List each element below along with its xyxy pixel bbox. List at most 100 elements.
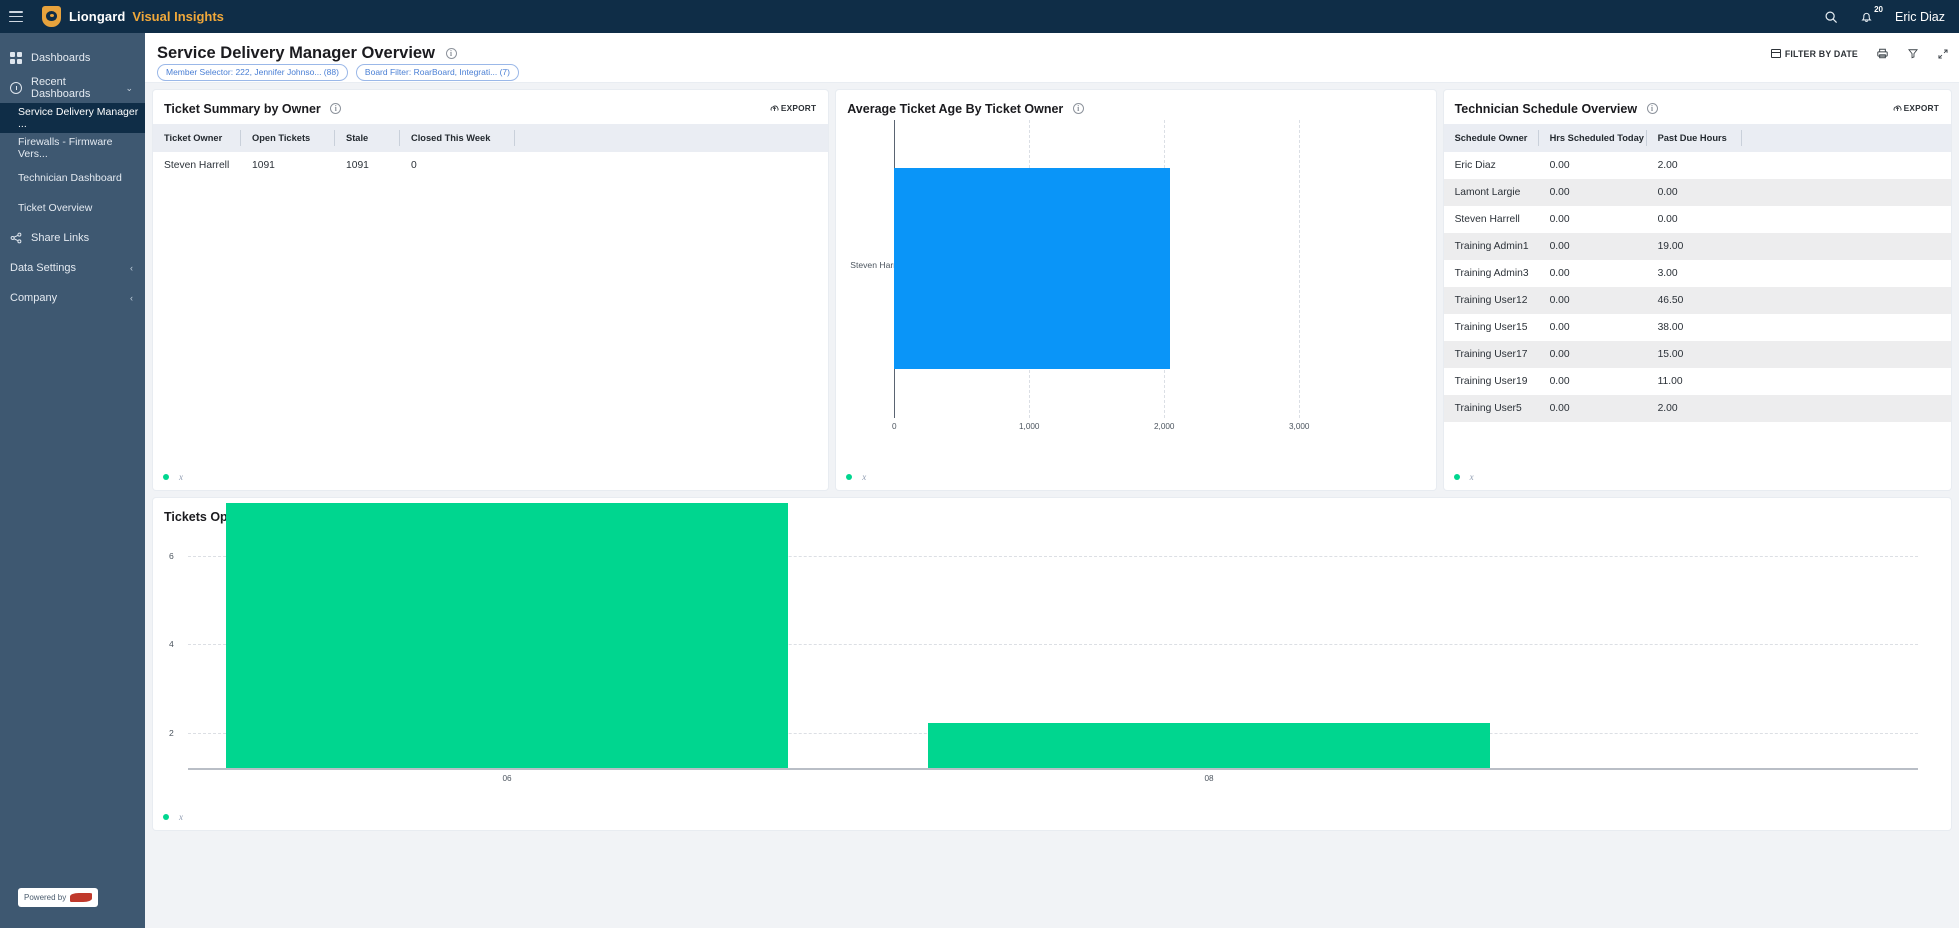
table-row[interactable]: Training Admin1 0.00 19.00 <box>1443 233 1951 260</box>
header-toolbar: FILTER BY DATE <box>1770 47 1949 60</box>
table-row[interactable]: Training User15 0.00 38.00 <box>1444 314 1951 341</box>
dashboard-row-top: Ticket Summary by Owner i EXPORT <box>153 90 1951 490</box>
sidebar-item-dashboards[interactable]: Dashboards <box>0 43 145 73</box>
table-row[interactable]: Training Admin3 0.00 3.00 <box>1444 260 1951 287</box>
table-row[interactable]: Training User12 0.00 46.50 <box>1443 287 1951 314</box>
chart-tickets-by-hour: 6 4 2 06 08 <box>153 503 1951 798</box>
info-icon[interactable]: i <box>1646 103 1658 114</box>
cell-hrs-scheduled: 0.00 <box>1549 214 1570 225</box>
cell-past-due: 38.00 <box>1657 322 1684 333</box>
export-button[interactable]: EXPORT <box>770 103 816 113</box>
column-header-closed-this-week[interactable]: Closed This Week <box>400 124 515 152</box>
chart-x-tick-label: 06 <box>502 774 512 783</box>
table-row[interactable]: Training User17 0.00 15.00 <box>1443 341 1951 368</box>
sidebar-item-label: Company <box>10 292 58 304</box>
cell-past-due: 0.00 <box>1657 187 1678 198</box>
top-bar: Liongard Visual Insights 20 Eric Diaz <box>0 0 1959 33</box>
chart-x-tick-label: 3,000 <box>1288 422 1310 431</box>
cell-hrs-scheduled: 0.00 <box>1549 241 1570 252</box>
panel-title-text: Ticket Summary by Owner <box>164 102 321 116</box>
chart-y-tick-label: 6 <box>169 551 174 561</box>
sidebar-item-label: Service Delivery Manager ... <box>18 106 139 130</box>
column-header-past-due-hours[interactable]: Past Due Hours <box>1647 124 1742 152</box>
panel-title: Technician Schedule Overview i <box>1455 102 1658 116</box>
cell-past-due: 15.00 <box>1657 349 1684 360</box>
info-icon[interactable]: i <box>445 48 457 59</box>
export-button[interactable]: EXPORT <box>1893 103 1939 113</box>
legend-symbol[interactable]: x <box>179 812 183 822</box>
cell-past-due: 19.00 <box>1657 241 1684 252</box>
column-header-stale[interactable]: Stale <box>335 124 400 152</box>
table-row[interactable]: Steven Harrell 0.00 0.00 <box>1444 206 1951 233</box>
table-row[interactable]: Training User5 0.00 2.00 <box>1443 395 1951 422</box>
column-header-open-tickets[interactable]: Open Tickets <box>241 124 335 152</box>
filter-chip-list: Member Selector: 222, Jennifer Johnso...… <box>157 64 519 81</box>
sidebar-item-ticket-overview[interactable]: Ticket Overview <box>0 193 145 223</box>
cell-hrs-scheduled: 0.00 <box>1549 160 1570 171</box>
search-icon[interactable] <box>1824 10 1838 24</box>
chart-bar-steven-harrell[interactable] <box>894 168 1171 369</box>
sidebar-item-firewalls-firmware[interactable]: Firewalls - Firmware Vers... <box>0 133 145 163</box>
info-icon[interactable]: i <box>1072 103 1084 114</box>
cell-schedule-owner: Training User12 <box>1454 295 1528 306</box>
filter-chip-board-filter[interactable]: Board Filter: RoarBoard, Integrati... (7… <box>355 64 519 81</box>
cell-schedule-owner: Lamont Largie <box>1454 187 1521 198</box>
hamburger-icon[interactable] <box>9 11 23 22</box>
chart-bar-hour-06[interactable] <box>226 503 788 768</box>
info-icon[interactable]: i <box>330 103 342 114</box>
column-header-hrs-scheduled-today[interactable]: Hrs Scheduled Today <box>1539 124 1647 152</box>
sidebar-item-technician-dashboard[interactable]: Technician Dashboard <box>0 163 145 193</box>
table-header-row: Ticket Owner Open Tickets Stale Closed T… <box>153 124 829 152</box>
panel-title-text: Average Ticket Age By Ticket Owner <box>847 102 1064 116</box>
funnel-icon[interactable] <box>1907 47 1919 60</box>
table-row[interactable]: Eric Diaz 0.00 2.00 <box>1444 152 1951 179</box>
table-row[interactable]: Steven Harrell 1091 1091 0 <box>153 152 828 179</box>
sidebar-item-recent-dashboards[interactable]: Recent Dashboards ⌄ <box>0 73 145 103</box>
panel-title: Average Ticket Age By Ticket Owner i <box>847 102 1084 116</box>
bell-icon[interactable]: 20 <box>1860 5 1883 24</box>
sidebar-item-company[interactable]: Company ‹ <box>0 283 145 313</box>
liongard-logo-icon <box>42 6 61 27</box>
legend-symbol[interactable]: x <box>862 472 867 482</box>
panel-title: Ticket Summary by Owner i <box>164 102 342 116</box>
export-label: EXPORT <box>780 103 817 113</box>
print-icon[interactable] <box>1876 47 1889 60</box>
expand-icon[interactable] <box>1937 48 1949 60</box>
panel-footer: x <box>846 472 866 482</box>
dashboard-board: Ticket Summary by Owner i EXPORT <box>145 83 1959 837</box>
status-dot-icon <box>1453 474 1460 480</box>
panel-ticket-summary-by-owner: Ticket Summary by Owner i EXPORT <box>153 90 829 490</box>
sidebar-item-service-delivery-manager[interactable]: Service Delivery Manager ... <box>0 103 145 133</box>
chart-plot-area <box>188 503 1918 770</box>
cell-hrs-scheduled: 0.00 <box>1549 268 1570 279</box>
sidebar-item-data-settings[interactable]: Data Settings ‹ <box>0 253 145 283</box>
filter-by-date-button[interactable]: FILTER BY DATE <box>1770 49 1858 59</box>
chevron-down-icon: ⌄ <box>125 82 133 93</box>
legend-symbol[interactable]: x <box>1469 472 1474 482</box>
calendar-icon <box>1770 49 1781 58</box>
export-label: EXPORT <box>1903 103 1939 113</box>
legend-symbol[interactable]: x <box>179 472 183 482</box>
ticket-summary-table: Ticket Owner Open Tickets Stale Closed T… <box>153 124 829 179</box>
chart-average-ticket-age: Steven Harrell 0 1,000 2,000 3,000 <box>836 120 1436 460</box>
gridline-4 <box>188 644 1918 645</box>
table-row[interactable]: Training User19 0.00 11.00 <box>1444 368 1951 395</box>
cell-hrs-scheduled: 0.00 <box>1549 376 1570 387</box>
table-row[interactable]: Lamont Largie 0.00 0.00 <box>1443 179 1951 206</box>
user-menu[interactable]: Eric Diaz <box>1894 9 1945 24</box>
page-header: Service Delivery Manager Overview i Memb… <box>145 33 1959 83</box>
filter-chip-member-selector[interactable]: Member Selector: 222, Jennifer Johnso...… <box>157 64 348 81</box>
cell-past-due: 2.00 <box>1657 403 1678 414</box>
chart-bar-hour-08[interactable] <box>928 723 1490 768</box>
sidebar-item-share-links[interactable]: Share Links <box>0 223 145 253</box>
panel-tickets-opened-by-hour: Tickets Opened by Hour of Day - Last 30 … <box>153 498 1951 830</box>
cell-stale: 1091 <box>346 160 369 171</box>
sidebar-item-label: Recent Dashboards <box>31 76 91 100</box>
status-dot-icon <box>846 474 853 480</box>
cell-spacer <box>515 152 828 179</box>
table-header-row: Schedule Owner Hrs Scheduled Today Past … <box>1443 124 1951 152</box>
gridline-3000 <box>1299 120 1301 418</box>
cell-past-due: 46.50 <box>1657 295 1684 306</box>
column-header-schedule-owner[interactable]: Schedule Owner <box>1444 124 1539 152</box>
column-header-ticket-owner[interactable]: Ticket Owner <box>153 124 241 152</box>
